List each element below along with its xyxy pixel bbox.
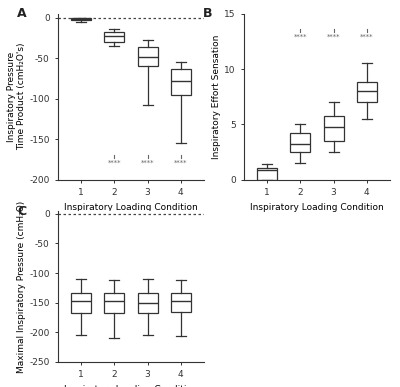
PathPatch shape [171,293,191,312]
PathPatch shape [290,134,310,152]
PathPatch shape [104,293,124,313]
Text: ****: **** [327,34,340,39]
Y-axis label: Inspiratory Effort Sensation: Inspiratory Effort Sensation [212,34,221,159]
Text: ****: **** [360,34,374,39]
PathPatch shape [357,82,377,102]
Text: ****: **** [141,160,154,166]
X-axis label: Inspiratory Loading Condition: Inspiratory Loading Condition [64,385,198,387]
PathPatch shape [257,168,277,180]
PathPatch shape [71,19,91,20]
Text: ****: **** [174,160,188,166]
Y-axis label: Inspiratory Pressure
Time Product (cmH₂O's): Inspiratory Pressure Time Product (cmH₂O… [7,43,26,151]
X-axis label: Inspiratory Loading Condition: Inspiratory Loading Condition [250,203,384,212]
Text: ****: **** [108,160,121,166]
Y-axis label: Maximal Inspiratory Pressure (cmH₂O): Maximal Inspiratory Pressure (cmH₂O) [17,200,26,373]
Text: C: C [17,205,26,218]
PathPatch shape [71,293,91,313]
PathPatch shape [138,293,158,313]
Text: B: B [203,7,213,20]
PathPatch shape [104,32,124,42]
Text: ****: **** [294,34,307,39]
PathPatch shape [171,69,191,95]
PathPatch shape [324,116,344,141]
Text: A: A [17,7,27,20]
PathPatch shape [138,47,158,66]
X-axis label: Inspiratory Loading Condition: Inspiratory Loading Condition [64,203,198,212]
